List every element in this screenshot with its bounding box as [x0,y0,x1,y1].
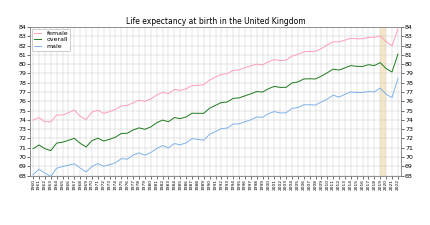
male [289,107,294,110]
female [206,79,212,81]
male [389,96,394,99]
overall [218,101,224,104]
male [206,133,212,136]
female [289,55,294,58]
female [31,119,36,122]
Line: female: female [33,29,397,122]
Bar [379,27,385,176]
male [31,173,36,176]
male [48,175,53,178]
female [394,28,399,30]
male [218,127,224,130]
female [148,98,153,100]
Legend: female, overall, male: female, overall, male [32,29,70,51]
male [148,151,153,154]
overall [394,53,399,56]
overall [289,82,294,84]
female [48,121,53,123]
overall [148,126,153,128]
overall [48,149,53,152]
overall [136,126,141,129]
overall [31,147,36,150]
Line: overall: overall [33,54,397,151]
female [218,73,224,76]
male [394,77,399,80]
male [136,152,141,154]
Line: male: male [33,79,397,176]
female [389,45,394,47]
female [136,99,141,101]
Title: Life expectancy at birth in the United Kingdom: Life expectancy at birth in the United K… [126,17,304,26]
overall [389,71,394,73]
overall [206,107,212,110]
